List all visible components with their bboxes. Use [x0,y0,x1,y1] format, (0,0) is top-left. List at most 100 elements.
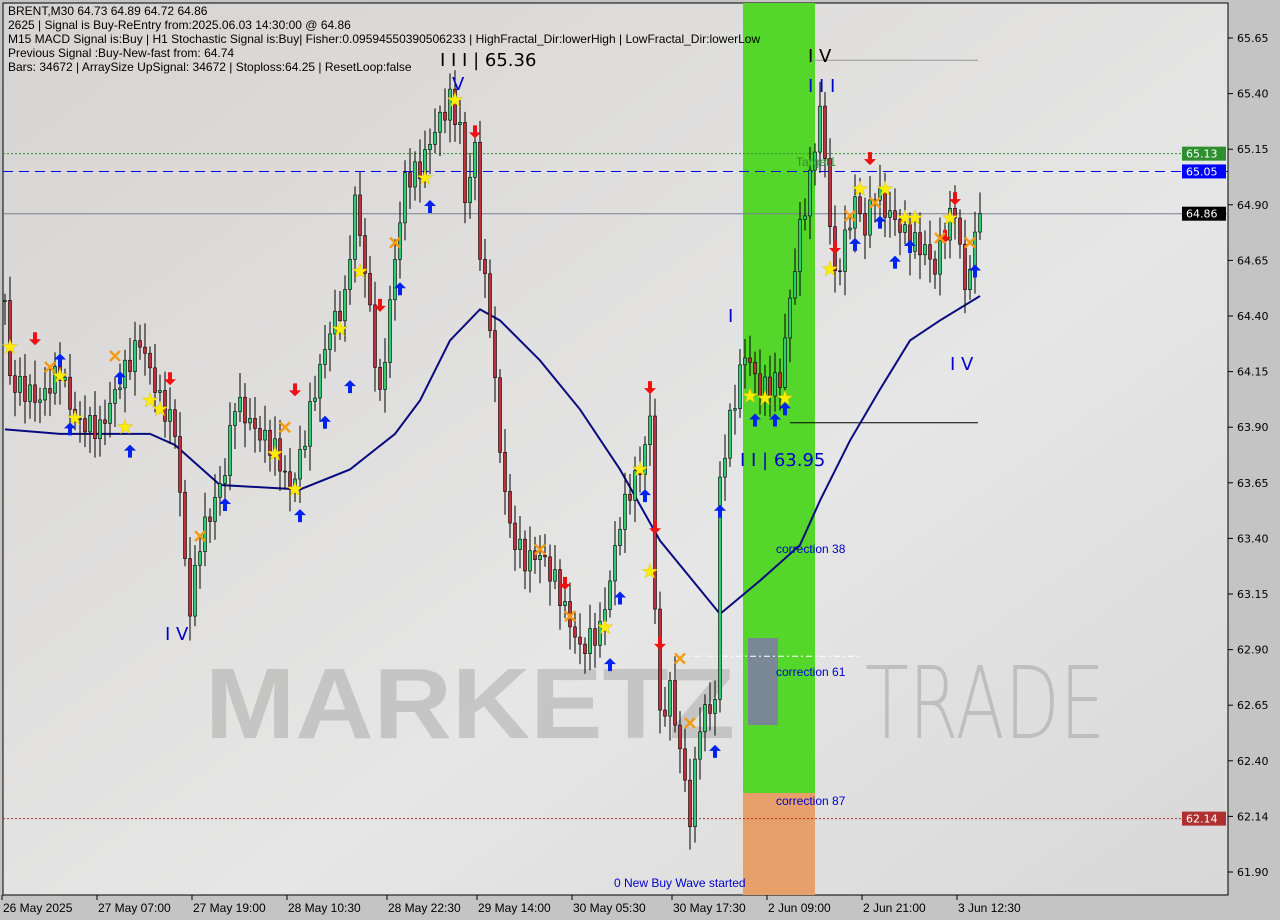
bear-candle [933,258,937,275]
bull-candle [868,199,872,236]
bear-candle [673,680,677,726]
bull-candle [38,399,42,403]
bull-candle [713,699,717,714]
bull-candle [783,337,787,388]
exit-cross-icon [279,421,291,434]
price-tag [1182,811,1226,826]
sell-arrow-icon [864,152,876,166]
buy-arrow-icon [614,591,626,605]
bull-candle [968,268,972,291]
sell-arrow-icon [469,125,481,139]
buy-arrow-icon [709,744,721,758]
bull-candle [108,402,112,424]
bear-candle [463,122,467,204]
plot-area [2,2,1229,896]
wave-label: I I I | 65.36 [440,50,536,71]
buy-arrow-icon [344,380,356,394]
star-signal-icon [141,391,159,408]
bear-candle [373,304,377,368]
y-tick-label: 64.90 [1237,199,1269,212]
bear-candle [513,522,517,550]
star-signal-icon [851,180,869,197]
sell-arrow-icon [649,521,661,535]
correction-zone-orange [743,793,815,895]
bull-candle [323,349,327,365]
bull-candle [738,364,742,409]
bear-candle [68,376,72,410]
bull-candle [718,476,722,700]
bear-candle [83,418,87,433]
wave-label: I V [165,624,189,645]
bull-candle [613,545,617,582]
bull-candle [518,538,522,550]
bear-candle [478,142,482,260]
bull-candle [333,310,337,335]
bear-candle [378,367,382,390]
bull-candle [313,397,317,402]
y-tick-label: 64.40 [1237,310,1269,323]
x-tick-label: 2 Jun 21:00 [863,901,926,915]
bear-candle [533,550,537,560]
bear-candle [48,388,52,394]
bull-candle [913,232,917,252]
bear-candle [558,569,562,606]
star-signal-icon [351,262,369,279]
x-tick-label: 28 May 22:30 [388,901,461,915]
bear-candle [278,438,282,472]
bull-candle [213,496,217,522]
wave-label: I I I [808,76,835,97]
bull-candle [98,419,102,440]
bull-candle [808,169,812,217]
y-tick-label: 62.40 [1237,755,1269,768]
bear-candle [368,273,372,306]
bear-candle [583,643,587,655]
y-tick-label: 63.40 [1237,532,1269,545]
bull-candle [228,425,232,476]
star-signal-icon [446,91,464,108]
bear-candle [778,372,782,388]
bull-candle [813,151,817,171]
price-tag-label: 65.05 [1186,165,1218,178]
bull-candle [528,550,532,572]
bear-candle [758,373,762,397]
y-tick-label: 65.40 [1237,88,1269,101]
moving-average-line [4,295,981,616]
bear-candle [953,208,957,219]
bull-candle [3,300,7,302]
bear-candle [503,452,507,492]
bear-candle [858,196,862,214]
bull-candle [223,475,227,484]
star-signal-icon [66,409,84,426]
indicator-signals: M15 MACD Signal is:Buy | H1 Stochastic S… [8,32,761,46]
bull-candle [588,628,592,655]
target-label: Target1 [796,155,836,169]
bull-candle [643,444,647,475]
bull-candle [938,240,942,275]
bull-candle [848,227,852,231]
bull-candle [793,271,797,299]
correction-87-label: correction 87 [776,794,846,808]
star-signal-icon [596,618,614,635]
bear-candle [33,384,37,403]
bear-candle [288,471,292,490]
bull-candle [703,704,707,733]
buy-arrow-icon [874,215,886,229]
bear-candle [838,270,842,273]
bear-candle [543,555,547,558]
previous-signal: Previous Signal :Buy-New-fast from: 64.7… [8,46,235,60]
bear-candle [573,626,577,638]
bull-candle [798,219,802,272]
bear-candle [283,470,287,473]
bull-candle [263,429,267,441]
bear-candle [163,390,167,422]
bull-candle [563,601,567,606]
sell-arrow-icon [289,383,301,397]
wave-label: I I | 63.95 [740,450,825,471]
buy-arrow-icon [749,413,761,427]
bear-candle [688,779,692,827]
bear-candle [768,376,772,397]
buy-arrow-icon [969,264,981,278]
bull-candle [428,144,432,150]
bull-candle [28,384,32,402]
